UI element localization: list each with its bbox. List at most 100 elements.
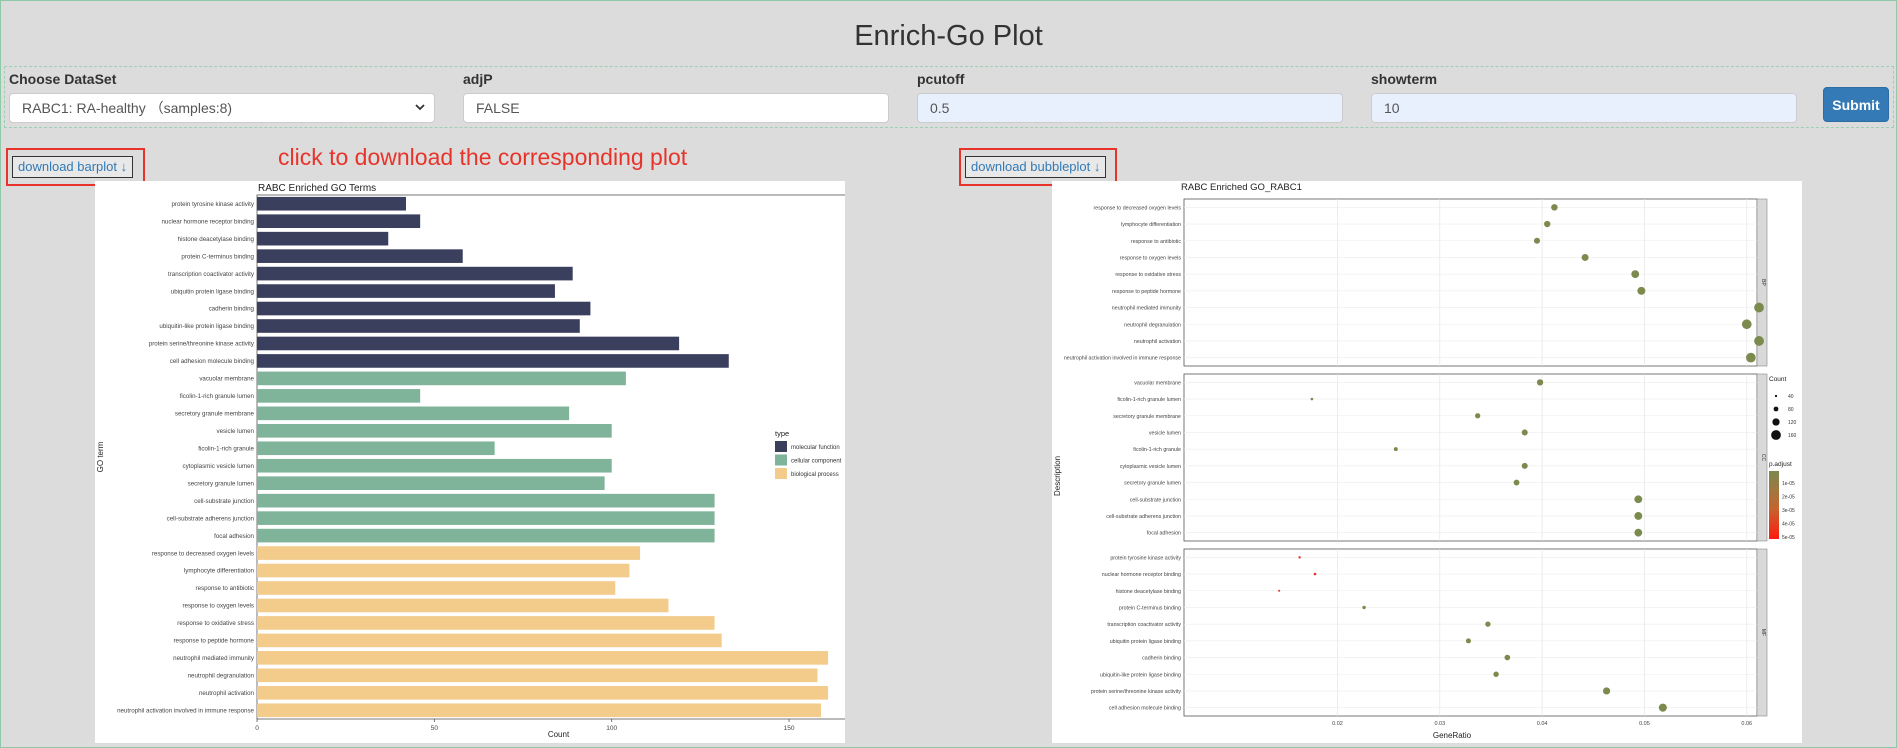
- adjp-label: adjP: [463, 71, 493, 87]
- y-axis-title: Description: [1053, 456, 1062, 496]
- bubble-point: [1631, 270, 1640, 279]
- bubble-point: [1637, 286, 1646, 295]
- bubble-point: [1298, 556, 1301, 559]
- bar: [257, 214, 421, 229]
- bubbleplot-chart: RABC Enriched GO_RABC1 BP response to decr…: [1053, 182, 1797, 740]
- bar-tick-label: ficolin-1-rich granule lumen: [180, 393, 255, 400]
- bubble-tick-label: secretory granule lumen: [1124, 481, 1181, 487]
- bar: [257, 668, 818, 683]
- bubble-tick-label: vesicle lumen: [1149, 430, 1181, 436]
- bar: [257, 371, 626, 386]
- download-bubbleplot-label: download bubbleplot: [971, 159, 1091, 174]
- barplot-chart: RABC Enriched GO Terms protein tyrosine k…: [96, 183, 861, 739]
- dataset-select[interactable]: RABC1: RA-healthy （samples:8): [9, 93, 435, 123]
- bar: [257, 581, 616, 595]
- bubble-tick-label: cell-substrate junction: [1130, 497, 1181, 503]
- bar-tick-label: response to oxidative stress: [177, 620, 254, 627]
- bar: [257, 249, 463, 263]
- bubble-tick-label: ficolin-1-rich granule: [1133, 447, 1181, 453]
- color-legend-label: 2e-05: [1782, 495, 1795, 501]
- bubble-panel: [1183, 198, 1758, 367]
- bubbleplot-image: RABC Enriched GO_RABC1 BP response to decr…: [1052, 181, 1802, 743]
- bubble-point: [1536, 379, 1544, 386]
- bubble-tick-label: neutrophil mediated immunity: [1112, 306, 1182, 312]
- page-title: Enrich-Go Plot: [854, 20, 1043, 52]
- bubble-point: [1278, 589, 1281, 592]
- bubble-tick-label: histone deacetylase binding: [1116, 589, 1181, 595]
- showterm-label: showterm: [1371, 71, 1438, 87]
- bubble-panel: [1183, 548, 1758, 717]
- bar-tick-label: vacuolar membrane: [199, 376, 254, 383]
- bar-tick-label: cadherin binding: [209, 306, 255, 313]
- bubble-chart-title: RABC Enriched GO_RABC1: [1181, 182, 1302, 193]
- bubble-tick-label: cytoplasmic vesicle lumen: [1120, 464, 1181, 470]
- bar: [257, 598, 669, 613]
- size-legend-dot: [1773, 406, 1779, 412]
- x-tick-label: 0.05: [1639, 721, 1650, 727]
- bar: [257, 319, 580, 333]
- legend-swatch: [775, 468, 787, 479]
- bubble-tick-label: response to oxygen levels: [1120, 255, 1182, 261]
- bar-tick-label: response to oxygen levels: [182, 603, 254, 610]
- bubble-tick-label: vacuolar membrane: [1134, 380, 1181, 386]
- bar-tick-label: response to decreased oxygen levels: [152, 550, 254, 557]
- bubble-tick-label: neutrophil activation involved in immune…: [1064, 356, 1181, 362]
- bar: [257, 441, 495, 456]
- color-legend-title: p.adjust: [1769, 461, 1792, 468]
- bar: [257, 196, 406, 211]
- bubble-point: [1746, 352, 1756, 363]
- legend-label: cellular component: [791, 459, 842, 465]
- bar-tick-label: ficolin-1-rich granule: [198, 445, 254, 452]
- bubble-point: [1551, 204, 1558, 211]
- bar: [257, 354, 729, 368]
- bar: [257, 389, 421, 403]
- bubble-point: [1310, 397, 1314, 401]
- x-tick-label: 0.04: [1537, 721, 1548, 727]
- pcutoff-input[interactable]: 0.5: [917, 93, 1343, 123]
- color-legend-label: 5e-05: [1782, 535, 1795, 541]
- bar: [257, 493, 715, 508]
- legend-swatch: [775, 441, 787, 452]
- download-bubbleplot-button[interactable]: download bubbleplot ↓: [965, 156, 1107, 178]
- bubble-point: [1634, 512, 1643, 520]
- color-legend-label: 3e-05: [1782, 508, 1795, 514]
- bubble-point: [1521, 462, 1528, 469]
- bubble-tick-label: ubiquitin-like protein ligase binding: [1100, 672, 1181, 678]
- color-legend-bar: [1769, 471, 1779, 539]
- x-tick-label: 0: [255, 725, 259, 732]
- showterm-input[interactable]: 10: [1371, 93, 1797, 123]
- bubble-tick-label: ficolin-1-rich granule lumen: [1117, 397, 1181, 403]
- bubble-point: [1634, 528, 1643, 537]
- bubble-tick-label: nuclear hormone receptor binding: [1102, 572, 1181, 578]
- size-legend-label: 160: [1788, 433, 1797, 439]
- x-tick-label: 0.03: [1434, 721, 1445, 727]
- bubble-tick-label: ubiquitin protein ligase binding: [1110, 639, 1181, 645]
- bar-tick-label: cell adhesion molecule binding: [170, 358, 255, 365]
- x-tick-label: 0.06: [1741, 721, 1752, 727]
- bar: [257, 685, 829, 700]
- pcutoff-label: pcutoff: [917, 71, 965, 87]
- size-legend-dot: [1771, 430, 1781, 440]
- bar-tick-label: protein serine/threonine kinase activity: [149, 341, 255, 348]
- bubble-tick-label: secretory granule membrane: [1113, 414, 1181, 420]
- download-barplot-button[interactable]: download barplot ↓: [12, 156, 134, 178]
- bubble-point: [1754, 302, 1764, 313]
- color-legend-label: 4e-05: [1782, 522, 1795, 528]
- bar: [257, 563, 630, 578]
- download-annotation: click to download the corresponding plot: [278, 144, 688, 170]
- x-axis-title: Count: [548, 730, 570, 739]
- bar: [257, 266, 573, 281]
- x-axis-title: GeneRatio: [1433, 731, 1472, 740]
- bar: [257, 231, 389, 246]
- adjp-input[interactable]: FALSE: [463, 93, 889, 123]
- bar: [257, 336, 680, 351]
- bar: [257, 476, 605, 491]
- bar-tick-label: ubiquitin protein ligase binding: [171, 288, 255, 295]
- bubble-tick-label: cadherin binding: [1142, 656, 1181, 662]
- facet-strip: [1756, 198, 1768, 367]
- x-tick-label: 150: [784, 725, 795, 732]
- facet-strip-label: MF: [1760, 629, 1766, 636]
- submit-button[interactable]: Submit: [1823, 87, 1889, 122]
- bar-tick-label: histone deacetylase binding: [178, 236, 255, 243]
- bubble-tick-label: cell adhesion molecule binding: [1109, 706, 1181, 712]
